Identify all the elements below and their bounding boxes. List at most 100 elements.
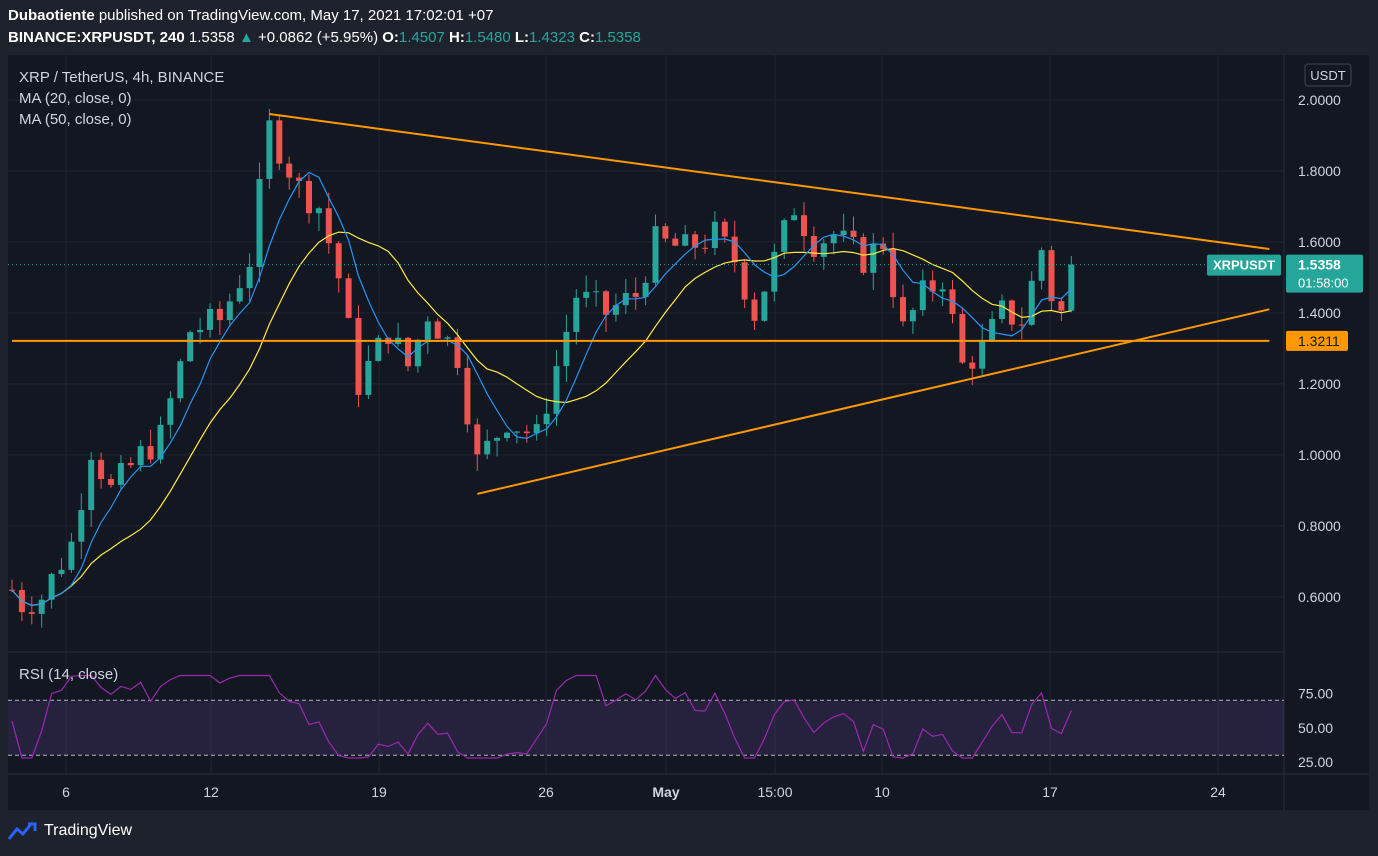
candle-body [137, 446, 144, 466]
candle-body [741, 262, 748, 300]
candle-body [801, 215, 807, 237]
close-label: C: [579, 29, 595, 46]
candle-body [108, 478, 114, 485]
candle-body [335, 243, 342, 279]
time-tick-label: May [652, 784, 679, 800]
candle-body [28, 612, 35, 614]
rsi-axis[interactable]: 75.00 50.00 25.00 [1298, 685, 1333, 770]
candle-body [900, 297, 906, 322]
tradingview-logo-icon [8, 822, 37, 840]
publisher-name[interactable]: Dubaotiente [8, 7, 95, 24]
currency-badge[interactable] [1304, 63, 1352, 87]
symbol-ohlc-line: BINANCE:XRPUSDT, 240 1.5358 ▲ +0.0862 (+… [8, 29, 641, 46]
rsi-band [8, 700, 1284, 756]
candle-body [761, 291, 768, 321]
rsi-tick-label: 50.00 [1298, 720, 1333, 736]
low-label: L: [514, 29, 530, 46]
candle-body [1068, 264, 1075, 311]
candle-body [840, 230, 847, 236]
candle-body [642, 282, 649, 297]
rsi-line [11, 674, 1072, 759]
chart-svg[interactable]: 2.0000 1.8000 1.6000 1.4000 1.2000 1.0000 0.80… [8, 55, 1369, 810]
price-tag-countdown: 01:58:00 [1298, 276, 1349, 291]
candle-body [345, 278, 352, 318]
chart-background [8, 55, 1369, 810]
candle-body [296, 177, 303, 182]
candle-body [58, 569, 65, 575]
candle-body [929, 280, 936, 292]
price-axis[interactable]: 2.0000 1.8000 1.6000 1.4000 1.2000 1.0000 0.80… [1298, 92, 1341, 605]
chart-area[interactable]: 2.0000 1.8000 1.6000 1.4000 1.2000 1.0000 0.80… [8, 55, 1369, 810]
candle-body [454, 337, 461, 368]
candle-body [553, 366, 560, 414]
tradingview-brand-text: TradingView [44, 822, 133, 839]
candle-body [731, 236, 738, 263]
price-tick-label: 1.6000 [1298, 234, 1341, 250]
candle-body [563, 331, 570, 367]
chart-legend-title[interactable]: XRP / TetherUS, 4h, BINANCE [19, 69, 224, 86]
candle-body [246, 266, 253, 289]
candle-body [207, 308, 213, 330]
candle-body [187, 332, 194, 362]
candle-body [306, 181, 312, 214]
rsi-pane [8, 674, 1284, 759]
candle-body [513, 431, 520, 433]
time-tick-label: 26 [538, 784, 554, 800]
price-tick-label: 1.8000 [1298, 163, 1341, 179]
price-tick-label: 0.6000 [1298, 589, 1341, 605]
candle-body [167, 398, 174, 425]
price-change: +0.0862 (+5.95%) [257, 29, 379, 46]
candle-body [850, 230, 857, 238]
candle-body [672, 238, 679, 246]
candle-body [216, 308, 223, 321]
candle-body [127, 463, 134, 466]
candle-body [375, 337, 382, 361]
candle-body [979, 340, 986, 369]
candle-body [405, 337, 411, 367]
time-tick-label: 10 [874, 784, 890, 800]
candle-body [989, 318, 996, 341]
candle-body [88, 459, 95, 511]
candle-body [197, 329, 204, 333]
candle-body [414, 339, 421, 367]
candle-body [969, 362, 976, 369]
candle-body [355, 317, 362, 395]
candle-body [286, 163, 293, 178]
candle-body [603, 291, 609, 315]
tradingview-logo[interactable]: TradingView [8, 820, 132, 842]
time-axis[interactable]: 6 12 19 26 May 15:00 10 17 24 [62, 784, 1226, 800]
ma50-line [11, 231, 1072, 607]
price-tag-symbol: XRPUSDT [1213, 258, 1275, 273]
time-tick-label: 17 [1042, 784, 1058, 800]
candle-body [236, 288, 243, 302]
candle-body [909, 310, 916, 322]
time-tick-label: 15:00 [757, 784, 792, 800]
candle-body [434, 321, 441, 339]
candle-body [702, 247, 708, 249]
candle-body [662, 226, 669, 239]
last-price: 1.5358 [188, 29, 235, 46]
candle-body [504, 432, 510, 439]
candle-body [494, 438, 501, 441]
candle-body [771, 251, 778, 292]
legend-ma50[interactable]: MA (50, close, 0) [19, 111, 132, 128]
level-tag: 1.3211 [1286, 330, 1348, 351]
time-tick-label: 6 [62, 784, 70, 800]
candle-body [533, 424, 540, 434]
open-label: O: [382, 29, 399, 46]
price-tick-label: 1.0000 [1298, 447, 1341, 463]
candle-body [98, 459, 105, 479]
legend-ma20[interactable]: MA (20, close, 0) [19, 90, 132, 107]
candle-body [523, 431, 530, 434]
candle-body [78, 510, 85, 542]
candle-body [939, 289, 946, 292]
candle-body [325, 208, 332, 244]
level-tag-box [1286, 330, 1348, 351]
low-value: 1.4323 [529, 29, 575, 46]
symbol-label: BINANCE:XRPUSDT, 240 [8, 29, 185, 46]
candle-body [1018, 324, 1025, 326]
trendlines[interactable] [12, 113, 1270, 495]
candle-body [890, 249, 897, 298]
legend-rsi[interactable]: RSI (14, close) [19, 666, 118, 683]
trendline-descending-resistance [269, 113, 1270, 250]
